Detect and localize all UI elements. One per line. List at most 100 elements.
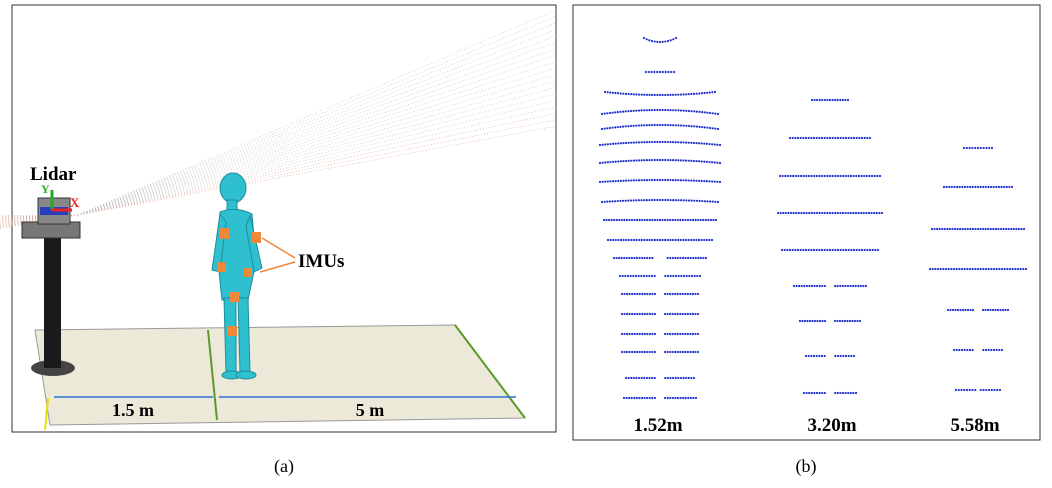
- lidar-point: [651, 397, 653, 399]
- lidar-point: [664, 40, 666, 42]
- lidar-point: [622, 200, 624, 202]
- lidar-point: [980, 186, 982, 188]
- lidar-point: [636, 239, 638, 241]
- lidar-point: [826, 249, 828, 251]
- lidar-point: [1001, 349, 1003, 351]
- lidar-point: [615, 239, 617, 241]
- lidar-point: [819, 285, 821, 287]
- lidar-point: [613, 257, 615, 259]
- lidar-point: [682, 159, 684, 161]
- lidar-point: [949, 309, 951, 311]
- lidar-point: [636, 333, 638, 335]
- lidar-point: [695, 257, 697, 259]
- lidar-point: [963, 147, 965, 149]
- lidar-point: [993, 268, 995, 270]
- lidar-point: [974, 389, 976, 391]
- lidar-point: [651, 219, 653, 221]
- lidar-point: [646, 179, 648, 181]
- lidar-point: [813, 175, 815, 177]
- lidar-point: [839, 285, 841, 287]
- lidar-point: [712, 112, 714, 114]
- lidar-point: [808, 392, 810, 394]
- lidar-point: [959, 228, 961, 230]
- lidar-point: [988, 268, 990, 270]
- lidar-point: [689, 333, 691, 335]
- lidar-point: [646, 239, 648, 241]
- lidar-point: [1012, 268, 1014, 270]
- lidar-point: [802, 249, 804, 251]
- lidar-point: [816, 99, 818, 101]
- lidar-point: [659, 141, 661, 143]
- lidar-point: [834, 175, 836, 177]
- lidar-point: [685, 377, 687, 379]
- lidar-point: [693, 180, 695, 182]
- lidar-point: [682, 377, 684, 379]
- lidar-point: [670, 71, 672, 73]
- lidar-point: [821, 392, 823, 394]
- lidar-point: [992, 228, 994, 230]
- lidar-label: Lidar: [30, 164, 77, 185]
- lidar-point: [805, 249, 807, 251]
- lidar-point: [701, 180, 703, 182]
- lidar-point: [682, 397, 684, 399]
- lidar-point: [687, 313, 689, 315]
- lidar-point: [953, 349, 955, 351]
- lidar-point: [651, 71, 653, 73]
- lidar-point: [998, 268, 1000, 270]
- lidar-point: [694, 351, 696, 353]
- lidar-point: [670, 39, 672, 41]
- lidar-point: [625, 200, 627, 202]
- lidar-point: [850, 175, 852, 177]
- lidar-point: [672, 38, 674, 40]
- lidar-point: [712, 201, 714, 203]
- lidar-point: [630, 160, 632, 162]
- lidar-point: [792, 175, 794, 177]
- lidar-point: [619, 111, 621, 113]
- lidar-point: [654, 199, 656, 201]
- lidar-point: [826, 212, 828, 214]
- lidar-point: [806, 320, 808, 322]
- lidar-point: [672, 141, 674, 143]
- lidar-point: [979, 228, 981, 230]
- lidar-point: [706, 112, 708, 114]
- lidar-point: [705, 257, 707, 259]
- lidar-point: [709, 127, 711, 129]
- lidar-point: [633, 179, 635, 181]
- lidar-point: [966, 268, 968, 270]
- lidar-point: [688, 93, 690, 95]
- lidar-point: [840, 249, 842, 251]
- lidar-point: [679, 313, 681, 315]
- lidar-point: [940, 268, 942, 270]
- lidar-point: [622, 111, 624, 113]
- lidar-point: [662, 109, 664, 111]
- lidar-point: [646, 109, 648, 111]
- caption-a: (a): [274, 456, 294, 477]
- lidar-point: [949, 228, 951, 230]
- lidar-point: [804, 320, 806, 322]
- lidar-point: [656, 219, 658, 221]
- lidar-point: [961, 268, 963, 270]
- lidar-point: [818, 355, 820, 357]
- lidar-point: [638, 141, 640, 143]
- lidar-point: [611, 112, 613, 114]
- lidar-point: [872, 249, 874, 251]
- lidar-point: [612, 239, 614, 241]
- lidar-point: [855, 285, 857, 287]
- lidar-point: [861, 249, 863, 251]
- lidar-point: [677, 219, 679, 221]
- lidar-point: [656, 41, 658, 43]
- lidar-point: [693, 125, 695, 127]
- lidar-point: [937, 268, 939, 270]
- lidar-point: [1018, 228, 1020, 230]
- lidar-point: [695, 219, 697, 221]
- lidar-point: [672, 239, 674, 241]
- lidar-point: [869, 249, 871, 251]
- lidar-point: [1008, 228, 1010, 230]
- lidar-point: [958, 268, 960, 270]
- lidar-point: [951, 228, 953, 230]
- lidar-point: [644, 293, 646, 295]
- lidar-point: [972, 268, 974, 270]
- lidar-point: [669, 293, 671, 295]
- lidar-point: [630, 93, 632, 95]
- lidar-point: [824, 355, 826, 357]
